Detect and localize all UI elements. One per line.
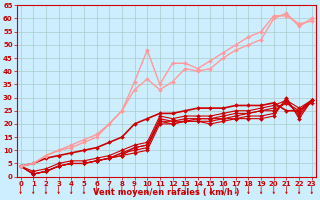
X-axis label: Vent moyen/en rafales ( km/h ): Vent moyen/en rafales ( km/h ) [93,188,239,197]
